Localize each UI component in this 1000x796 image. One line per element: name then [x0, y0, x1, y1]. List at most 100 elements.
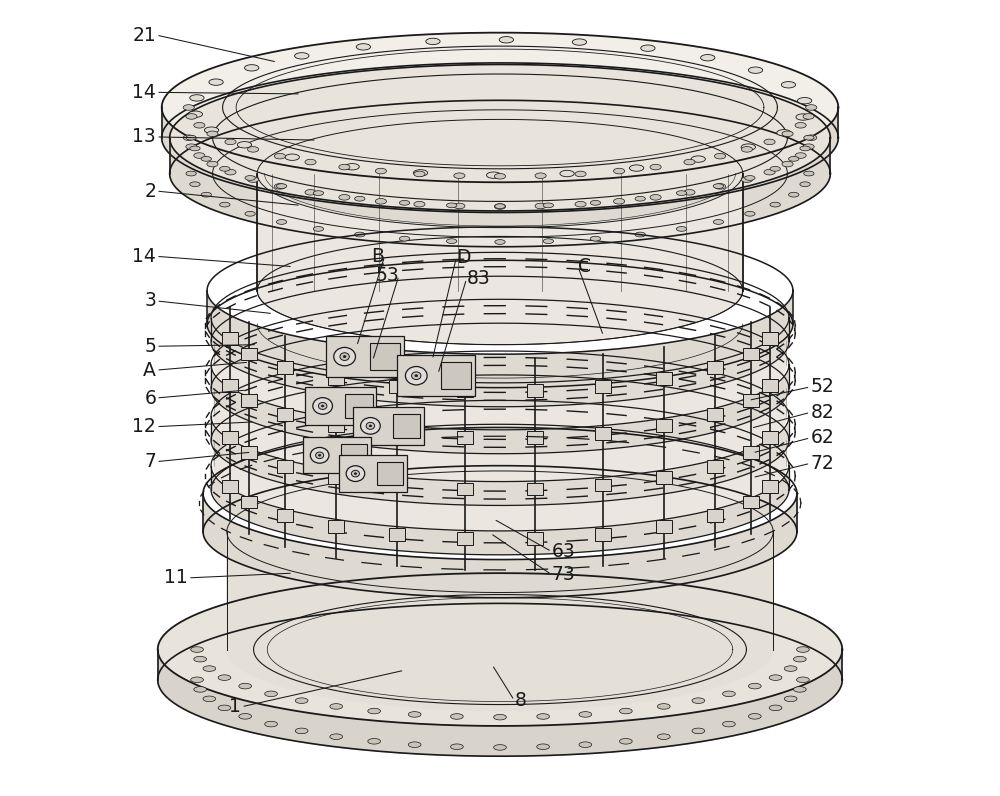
Ellipse shape	[204, 127, 219, 134]
Ellipse shape	[343, 356, 346, 357]
Ellipse shape	[413, 170, 428, 176]
Ellipse shape	[769, 675, 782, 681]
Polygon shape	[211, 365, 789, 454]
Polygon shape	[214, 341, 786, 429]
Ellipse shape	[495, 240, 505, 244]
Ellipse shape	[741, 146, 752, 152]
FancyBboxPatch shape	[393, 414, 420, 438]
Ellipse shape	[745, 212, 755, 217]
FancyBboxPatch shape	[441, 362, 471, 389]
FancyBboxPatch shape	[595, 528, 611, 540]
Ellipse shape	[657, 704, 670, 709]
Ellipse shape	[641, 45, 655, 52]
Ellipse shape	[657, 734, 670, 739]
Ellipse shape	[701, 55, 715, 61]
FancyBboxPatch shape	[743, 395, 759, 408]
Ellipse shape	[741, 144, 755, 150]
Ellipse shape	[741, 177, 752, 182]
Polygon shape	[257, 174, 743, 345]
Polygon shape	[214, 440, 786, 530]
Ellipse shape	[186, 114, 197, 119]
Ellipse shape	[313, 191, 324, 196]
Ellipse shape	[494, 744, 506, 750]
Text: C: C	[578, 257, 591, 276]
Polygon shape	[202, 37, 798, 170]
Ellipse shape	[560, 170, 574, 177]
Text: 82: 82	[810, 403, 834, 422]
Ellipse shape	[340, 353, 349, 361]
Ellipse shape	[535, 203, 546, 209]
Ellipse shape	[305, 189, 316, 195]
Polygon shape	[158, 573, 842, 726]
Text: B: B	[372, 247, 385, 266]
FancyBboxPatch shape	[527, 384, 543, 396]
Ellipse shape	[408, 712, 421, 717]
Ellipse shape	[590, 201, 601, 205]
FancyBboxPatch shape	[707, 509, 723, 522]
Ellipse shape	[190, 181, 200, 186]
Ellipse shape	[190, 146, 200, 150]
Ellipse shape	[684, 159, 695, 165]
Ellipse shape	[415, 375, 418, 377]
FancyBboxPatch shape	[277, 408, 293, 421]
Ellipse shape	[239, 683, 252, 689]
Ellipse shape	[748, 67, 763, 73]
FancyBboxPatch shape	[595, 427, 611, 439]
Ellipse shape	[575, 201, 586, 207]
Ellipse shape	[295, 728, 308, 734]
Ellipse shape	[543, 203, 553, 208]
Ellipse shape	[186, 171, 196, 176]
Ellipse shape	[194, 123, 205, 128]
Text: 83: 83	[467, 269, 490, 288]
Ellipse shape	[330, 734, 343, 739]
FancyBboxPatch shape	[277, 361, 293, 374]
Ellipse shape	[782, 131, 793, 137]
Ellipse shape	[408, 742, 421, 747]
Text: 2: 2	[144, 181, 156, 201]
Text: 63: 63	[552, 542, 575, 561]
FancyBboxPatch shape	[656, 419, 672, 431]
Ellipse shape	[366, 423, 375, 429]
FancyBboxPatch shape	[345, 394, 373, 418]
Ellipse shape	[745, 176, 755, 181]
Ellipse shape	[579, 712, 592, 717]
Text: D: D	[456, 248, 471, 267]
FancyBboxPatch shape	[339, 455, 407, 492]
Polygon shape	[158, 650, 842, 756]
Ellipse shape	[201, 157, 211, 162]
Ellipse shape	[414, 201, 425, 207]
Ellipse shape	[650, 164, 661, 170]
FancyBboxPatch shape	[527, 431, 543, 443]
FancyBboxPatch shape	[595, 380, 611, 392]
Ellipse shape	[361, 418, 380, 434]
Ellipse shape	[203, 696, 216, 701]
Text: 12: 12	[132, 417, 156, 436]
Ellipse shape	[796, 114, 810, 120]
Ellipse shape	[375, 168, 386, 174]
Ellipse shape	[795, 123, 806, 128]
Ellipse shape	[339, 194, 350, 200]
Ellipse shape	[803, 144, 814, 150]
Ellipse shape	[494, 714, 506, 720]
Ellipse shape	[764, 139, 775, 145]
Ellipse shape	[793, 687, 806, 693]
Ellipse shape	[245, 64, 259, 71]
Ellipse shape	[239, 713, 252, 719]
Ellipse shape	[495, 204, 505, 209]
Ellipse shape	[295, 53, 309, 59]
Ellipse shape	[276, 184, 287, 189]
Ellipse shape	[499, 37, 514, 43]
Ellipse shape	[207, 131, 218, 137]
Ellipse shape	[339, 164, 350, 170]
FancyBboxPatch shape	[762, 481, 778, 494]
Ellipse shape	[764, 170, 775, 175]
Polygon shape	[211, 318, 789, 407]
Ellipse shape	[770, 202, 780, 207]
Ellipse shape	[220, 202, 230, 207]
Ellipse shape	[285, 154, 299, 160]
Ellipse shape	[715, 184, 726, 189]
FancyBboxPatch shape	[328, 520, 344, 533]
Ellipse shape	[793, 657, 806, 662]
Ellipse shape	[494, 174, 506, 179]
Polygon shape	[162, 33, 838, 182]
